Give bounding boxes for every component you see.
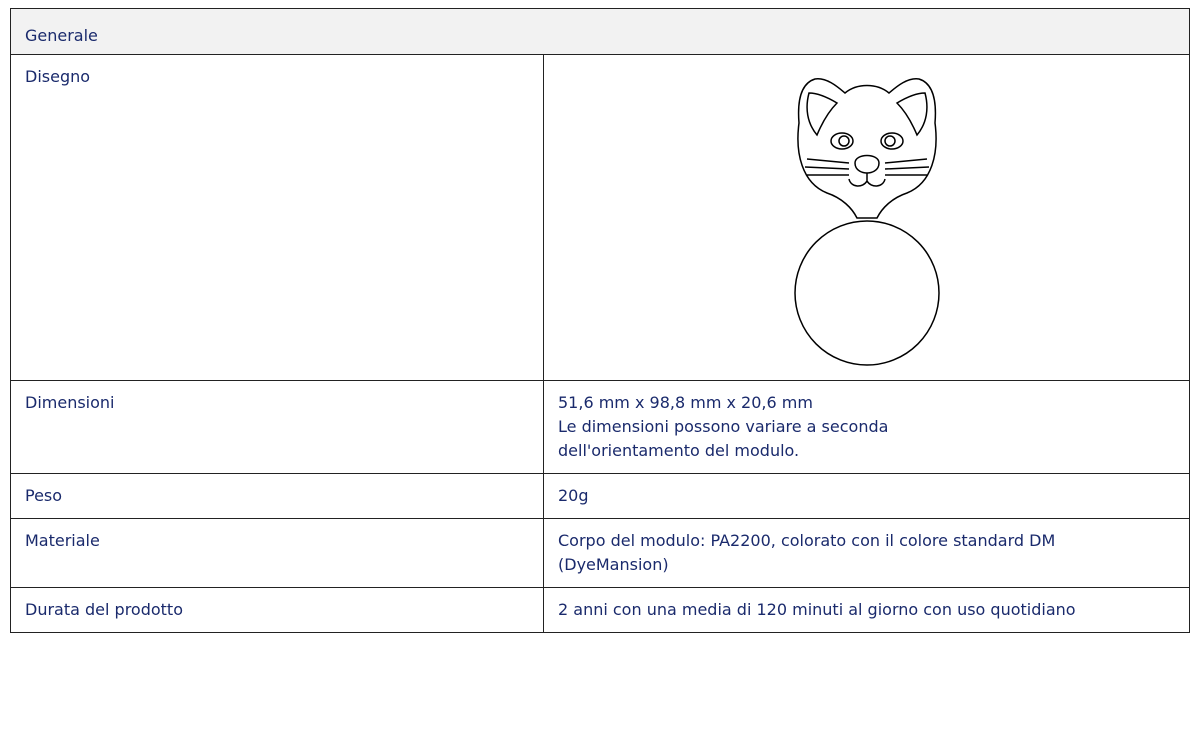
- label-cell: Dimensioni: [10, 380, 544, 474]
- cat-drawing: [793, 78, 940, 366]
- label-cell: Disegno: [10, 54, 544, 381]
- table-header: Generale: [10, 8, 1190, 55]
- label-cell: Materiale: [10, 518, 544, 588]
- value-cell: 20g: [543, 473, 1190, 519]
- label-cell: Durata del prodotto: [10, 587, 544, 633]
- spec-table: Generale Disegno Dimensioni 51,6 mm x 98…: [10, 8, 1190, 633]
- label-cell: Peso: [10, 473, 544, 519]
- page: Generale Disegno Dimensioni 51,6 mm x 98…: [0, 8, 1198, 752]
- value-cell: 2 anni con una media di 120 minuti al gi…: [543, 587, 1190, 633]
- value-cell: 51,6 mm x 98,8 mm x 20,6 mm Le dimensioni…: [543, 380, 1190, 474]
- value-text: 51,6 mm x 98,8 mm x 20,6 mm: [558, 393, 813, 412]
- value-text: Le dimensioni possono variare a seconda …: [558, 417, 889, 460]
- drawing-cell: [543, 54, 1190, 381]
- value-cell: Corpo del modulo: PA2200, colorato con i…: [543, 518, 1190, 588]
